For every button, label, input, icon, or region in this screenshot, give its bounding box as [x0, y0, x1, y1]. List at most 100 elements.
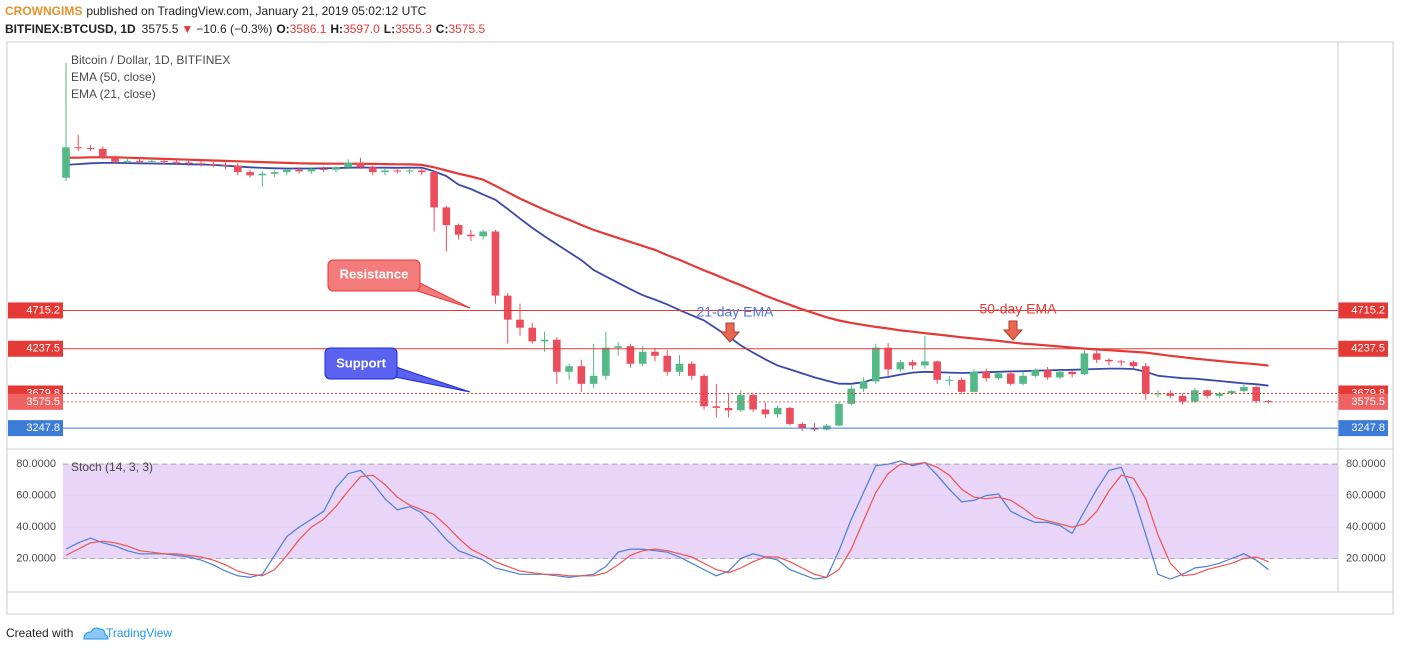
candle-body [994, 373, 1003, 379]
candle-body [822, 425, 831, 430]
price-label: 3575.5 [1351, 396, 1385, 408]
candle-body [1240, 387, 1248, 392]
candle-body [859, 381, 868, 389]
header-line-1: CROWNGIMS published on TradingView.com, J… [5, 4, 427, 18]
candle-body [467, 234, 475, 237]
candle-body [1154, 393, 1162, 395]
price-label-box [8, 302, 63, 319]
candle-body [381, 170, 389, 173]
candle-body [528, 327, 537, 342]
candle-body [1031, 370, 1040, 376]
candle-body [135, 160, 144, 162]
price-label-box [1338, 340, 1388, 357]
candle-body [319, 168, 328, 170]
candle-body [553, 339, 561, 372]
legend-entry: EMA (50, close) [71, 70, 156, 84]
candle-body [1068, 371, 1076, 375]
candle-body [160, 160, 168, 162]
brand-logo[interactable] [83, 627, 109, 640]
author[interactable]: CROWNGIMS [5, 4, 82, 18]
candle-body [700, 375, 708, 407]
price-label: 3247.8 [26, 422, 60, 434]
candle-body [687, 363, 696, 376]
candle-body [123, 160, 132, 162]
ohlc-label: L: [384, 22, 395, 36]
footer-brand[interactable]: TradingView [106, 626, 172, 640]
candle-body [1117, 361, 1126, 363]
candle-body [1043, 370, 1052, 378]
candle-body [749, 395, 757, 410]
y-tick-label: 40.0000 [1346, 521, 1386, 533]
candle-body [565, 366, 573, 372]
candle-body [589, 375, 598, 384]
candle-body [761, 409, 770, 415]
candle-body [847, 388, 856, 404]
published: published on TradingView.com, January 21… [86, 4, 426, 18]
candle-body [675, 363, 684, 372]
ohlc-label: C: [436, 22, 449, 36]
main-legend: Bitcoin / Dollar, 1D, BITFINEX [71, 53, 230, 67]
candle-body [1006, 373, 1015, 384]
candle-body [1227, 391, 1236, 394]
price-label-box [1338, 420, 1388, 437]
y-tick-label: 80.0000 [16, 458, 56, 470]
price-label-box [8, 393, 63, 410]
ema21-annotation: 21-day EMA [696, 304, 774, 320]
candle-body [1215, 393, 1224, 396]
candle-body [356, 162, 365, 168]
candle-body [651, 351, 659, 356]
candle-body [773, 407, 782, 415]
candle-body [503, 295, 512, 320]
candle-body [368, 167, 377, 173]
candle-body [921, 361, 929, 366]
ema50-annotation: 50-day EMA [979, 301, 1057, 317]
candle-body [1129, 362, 1138, 367]
candle-body [491, 231, 500, 296]
price-label-box [8, 420, 63, 437]
candle-body [1191, 390, 1199, 402]
candle-body [614, 346, 622, 348]
candle-body [307, 168, 316, 172]
grid-layer [63, 463, 1338, 560]
candle-body [872, 347, 880, 382]
change-arrow: ▼ [181, 22, 193, 36]
candle-body [99, 148, 107, 158]
candle-body [295, 169, 303, 172]
candle-body [810, 427, 819, 430]
background-layer [63, 464, 1338, 559]
support-label: Support [336, 355, 386, 370]
candle-body [884, 347, 892, 370]
price-label-box [1338, 302, 1388, 319]
candle-body [86, 148, 95, 150]
candle-body [62, 147, 70, 178]
marks-layer [62, 63, 1338, 580]
candle-body [786, 407, 794, 424]
annotation-arrow [1002, 320, 1024, 341]
annotation-arrow [719, 322, 741, 343]
candle-body [283, 169, 291, 173]
ohlc-label: H: [330, 22, 343, 36]
ohlc-value: 3586.1 [290, 22, 327, 36]
y-tick-label: 80.0000 [1346, 458, 1386, 470]
price-label: 3575.5 [26, 396, 60, 408]
callout-box [324, 347, 398, 380]
candle-body [184, 162, 193, 164]
candle-body [540, 339, 549, 342]
candle-body [908, 362, 917, 366]
candle-body [602, 347, 610, 376]
candle-body [945, 379, 954, 381]
candle-body [1019, 375, 1027, 384]
candle-body [516, 319, 524, 328]
candle-body [896, 362, 905, 370]
candle-body [1056, 371, 1064, 378]
candle-body [393, 170, 402, 172]
candle-body [430, 172, 438, 208]
candle-body [1080, 353, 1089, 375]
y-tick-label: 20.0000 [16, 552, 56, 564]
price-label: 4715.2 [1351, 304, 1385, 316]
header-line-2: BITFINEX:BTCUSD, 1D 3575.5 ▼ −10.6 (−0.3%) O… [5, 22, 485, 36]
symbol: BITFINEX:BTCUSD, 1D [5, 22, 136, 36]
ema-line [66, 156, 1269, 367]
stoch-line [65, 461, 1269, 579]
